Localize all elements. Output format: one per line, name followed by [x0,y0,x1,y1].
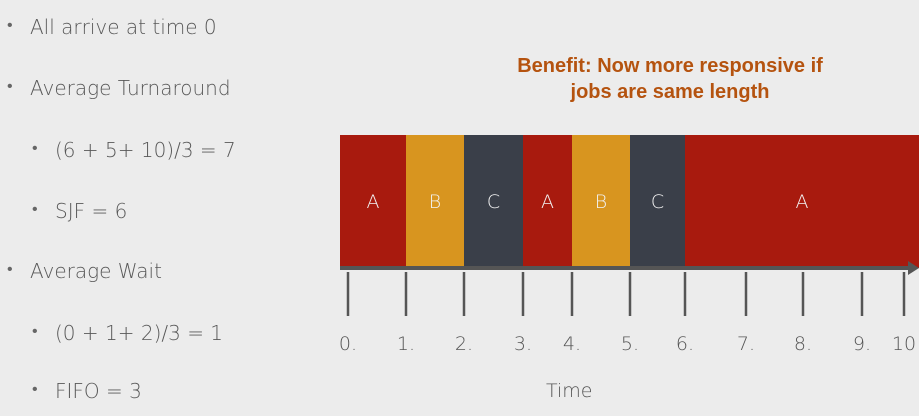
time-axis-label: Time [546,380,593,402]
time-tick-label: 0. [339,333,357,355]
bullet-average-wait: • Average Wait [7,259,162,283]
bullet-all-arrive: • All arrive at time 0 [7,15,217,39]
schedule-block-a [685,135,919,268]
bullet-text: SJF = 6 [55,199,128,223]
bullet-dot: • [7,15,13,34]
time-tick-label: 4. [563,333,581,355]
schedule-block-b [572,135,630,268]
bullet-sjf: • SJF = 6 [32,199,128,223]
time-tick-label: 1. [397,333,415,355]
bullet-average-turnaround: • Average Turnaround [7,76,231,100]
bullet-text: Average Wait [30,259,162,283]
schedule-block-label: C [487,191,500,213]
time-tick-label: 2. [455,333,473,355]
schedule-block-c [630,135,685,268]
axis-arrowhead [908,261,919,275]
bullet-text: Average Turnaround [30,76,231,100]
bullet-turnaround-calc: • (6 + 5+ 10)/3 = 7 [32,138,236,162]
schedule-block-a [340,135,406,268]
benefit-line-1: Benefit: Now more responsive if [517,55,823,77]
bullet-dot: • [32,321,38,340]
bullet-wait-calc: • (0 + 1+ 2)/3 = 1 [32,321,224,345]
time-tick-label: 6. [676,333,694,355]
benefit-callout: Benefit: Now more responsive if jobs are… [440,53,900,105]
time-tick-label: 10 [892,333,916,355]
bullet-dot: • [32,379,38,398]
time-tick-label: 8. [794,333,812,355]
time-ticks: 0. 1. 2. 3. 4. 5. 6. 7. 8. 9. 10 [339,272,916,355]
time-axis [340,261,919,275]
bullet-dot: • [32,199,38,218]
schedule-block-label: B [429,191,441,213]
bullet-text: All arrive at time 0 [30,15,217,39]
bullet-dot: • [7,76,13,95]
schedule-block-label: A [796,191,809,213]
bullet-dot: • [7,259,13,278]
schedule-block-label: B [595,191,607,213]
bullet-text: FIFO = 3 [55,379,142,403]
schedule-block-a [523,135,572,268]
bullet-dot: • [32,138,38,157]
bullet-fifo: • FIFO = 3 [32,379,142,403]
schedule-block-label: C [651,191,664,213]
schedule-block-label: A [367,191,380,213]
time-tick-label: 5. [621,333,639,355]
schedule-block-label: A [541,191,554,213]
schedule-block-b [406,135,464,268]
time-tick-label: 7. [737,333,755,355]
schedule-block-c [464,135,523,268]
time-tick-label: 3. [514,333,532,355]
bullet-text: (0 + 1+ 2)/3 = 1 [55,321,224,345]
benefit-line-2: jobs are same length [570,81,770,103]
time-tick-label: 9. [853,333,871,355]
bullet-text: (6 + 5+ 10)/3 = 7 [55,138,236,162]
